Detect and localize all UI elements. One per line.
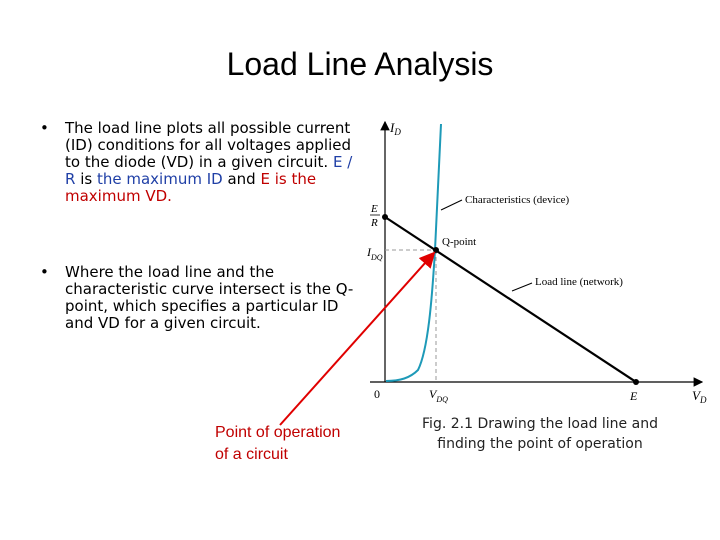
annotation: Point of operation of a circuit	[215, 424, 341, 463]
text-run: the maximum ID	[96, 170, 223, 188]
origin-label: 0	[374, 387, 380, 401]
point	[382, 214, 388, 220]
bullet-dot: •	[40, 119, 49, 137]
e-over-r-den: R	[370, 217, 378, 229]
text-run: E is the maximum VD.	[65, 170, 317, 205]
load-line	[384, 216, 637, 383]
vdq-label: VDQ	[429, 387, 448, 404]
point	[633, 379, 639, 385]
text-run: E / R	[65, 153, 353, 188]
e-over-r-num: E	[370, 203, 378, 215]
arrow	[279, 251, 436, 426]
q-point-label: Q-point	[442, 236, 476, 248]
leader-line	[511, 282, 533, 292]
leader-line	[440, 199, 463, 211]
axis-label: VD	[692, 388, 707, 405]
bullet: • Where the load line and the characteri…	[40, 264, 360, 332]
text-run: Where the load line and the characterist…	[65, 263, 354, 332]
figure-caption: Fig. 2.1 Drawing the load line and findi…	[422, 416, 658, 452]
bullet-dot: •	[40, 263, 49, 281]
text-run: is	[75, 170, 97, 188]
characteristic-curve	[385, 123, 442, 382]
text-run: The load line plots all possible current…	[65, 119, 352, 171]
text-run: and	[222, 170, 261, 188]
load-line-label: Load line (network)	[535, 276, 623, 288]
e-label: E	[629, 389, 638, 403]
bullet-text: Where the load line and the characterist…	[65, 264, 360, 332]
q-point	[433, 247, 439, 253]
slide-title: Load Line Analysis	[226, 46, 494, 82]
bullet-text: The load line plots all possible current…	[65, 120, 360, 205]
axis-label: ID	[389, 120, 401, 137]
bullet: • The load line plots all possible curre…	[40, 120, 360, 205]
characteristics-label: Characteristics (device)	[465, 194, 569, 206]
idq-label: IDQ	[366, 245, 383, 262]
